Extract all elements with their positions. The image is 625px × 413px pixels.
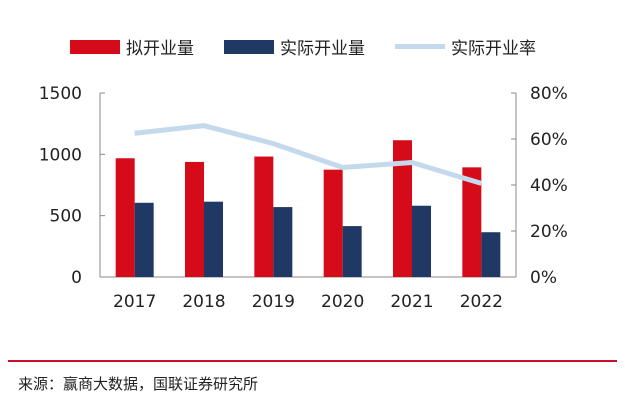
x-tick-label: 2019 — [252, 292, 295, 312]
legend-label: 实际开业率 — [451, 39, 536, 59]
legend-swatch — [395, 44, 445, 49]
legend-item-rate: 实际开业率 — [395, 34, 536, 59]
y-left-tick-label: 500 — [50, 207, 82, 227]
bar-planned — [115, 158, 135, 277]
bar-planned — [254, 156, 274, 277]
bar-actual — [273, 207, 293, 277]
x-tick-label: 2022 — [460, 292, 503, 312]
x-tick-label: 2021 — [390, 292, 433, 312]
x-tick-label: 2017 — [113, 292, 156, 312]
bar-planned — [393, 140, 412, 277]
x-tick-label: 2018 — [182, 292, 225, 312]
y-right-tick-label: 60% — [530, 130, 568, 150]
source-note: 来源：赢商大数据，国联证券研究所 — [18, 375, 259, 393]
bar-planned — [462, 167, 482, 277]
chart: 0 500 1000 1500 0% 20% 40% 60% 80% 2017 2018 2019 20… — [39, 84, 568, 312]
divider — [8, 360, 617, 362]
bar-actual — [481, 232, 501, 277]
legend-swatch — [224, 39, 274, 54]
y-left-tick-label: 1000 — [39, 145, 82, 165]
legend-label: 实际开业量 — [280, 39, 365, 59]
x-tick-label: 2020 — [321, 292, 364, 312]
y-right-tick-label: 40% — [530, 176, 568, 196]
legend-item-actual: 实际开业量 — [224, 34, 365, 59]
y-left-tick-label: 1500 — [39, 84, 82, 104]
bar-actual — [342, 226, 362, 277]
bar-planned — [185, 161, 204, 277]
rate-line — [134, 123, 483, 186]
y-right-tick-label: 0% — [530, 268, 557, 288]
y-right-tick-label: 80% — [530, 84, 568, 104]
y-left-tick-label: 0 — [71, 268, 82, 288]
legend: 拟开业量 实际开业量 实际开业率 — [70, 34, 536, 59]
legend-label: 拟开业量 — [126, 39, 194, 59]
y-right-tick-label: 20% — [530, 222, 568, 242]
bar-actual — [204, 201, 223, 277]
legend-swatch — [70, 39, 120, 54]
bar-actual — [412, 205, 431, 277]
bar-planned — [323, 169, 343, 277]
bar-actual — [134, 202, 154, 277]
legend-item-planned: 拟开业量 — [70, 34, 194, 59]
